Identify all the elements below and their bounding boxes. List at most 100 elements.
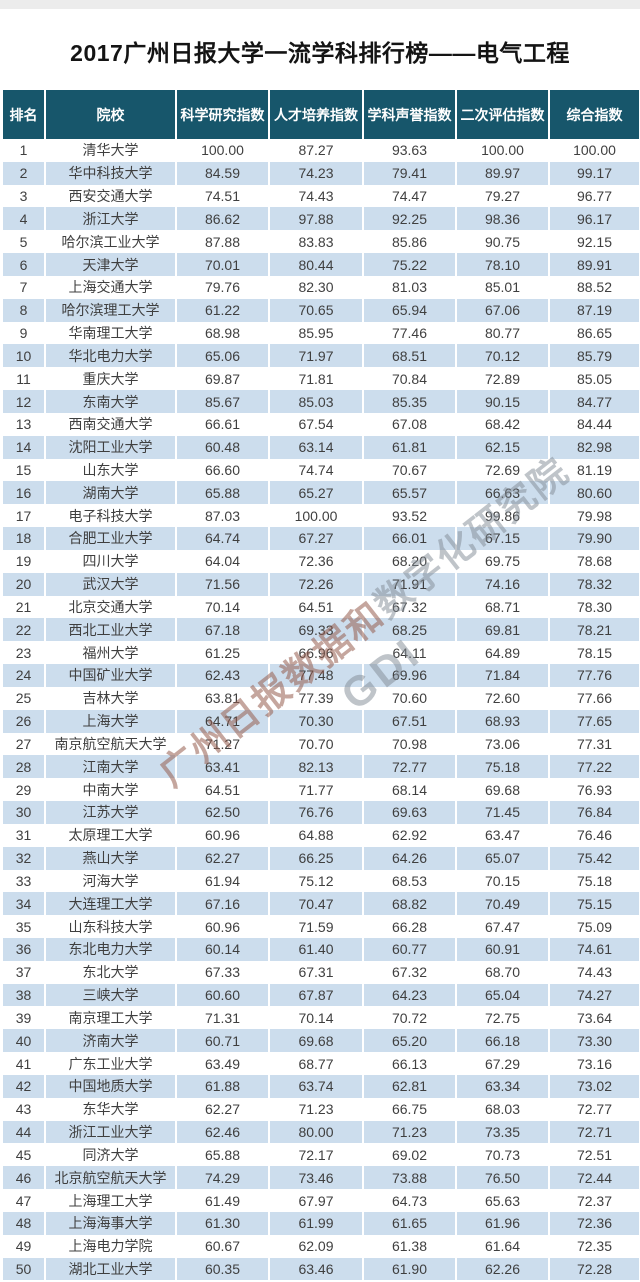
score-cell: 64.51 [177, 778, 268, 802]
score-cell: 63.47 [457, 823, 548, 847]
rank-cell: 43 [3, 1097, 44, 1121]
score-cell: 74.29 [177, 1166, 268, 1190]
rank-cell: 48 [3, 1211, 44, 1235]
table-row: 47 上海理工大学 61.49 67.97 64.73 65.63 72.37 [3, 1189, 639, 1212]
university-cell: 江南大学 [46, 755, 175, 779]
score-cell: 93.52 [364, 504, 455, 528]
score-cell: 61.88 [177, 1074, 268, 1098]
rank-cell: 45 [3, 1143, 44, 1167]
table-row: 46 北京航空航天大学 74.29 73.46 73.88 76.50 72.44 [3, 1166, 639, 1190]
score-cell: 85.67 [177, 390, 268, 413]
score-cell: 76.93 [550, 778, 639, 802]
score-cell: 66.61 [177, 412, 268, 436]
university-cell: 哈尔滨工业大学 [46, 230, 175, 254]
rank-cell: 24 [3, 664, 44, 687]
score-cell: 61.38 [364, 1234, 455, 1258]
rank-cell: 19 [3, 549, 44, 573]
table-body: 1 清华大学 100.00 87.27 93.63 100.00 100.00 2 华中科技大学… [3, 139, 639, 1281]
score-cell: 71.59 [270, 915, 362, 938]
score-cell: 77.66 [550, 686, 639, 710]
table-row: 36 东北电力大学 60.14 61.40 60.77 60.91 74.61 [3, 937, 639, 961]
rank-cell: 1 [3, 139, 44, 162]
university-cell: 浙江大学 [46, 207, 175, 231]
score-cell: 75.22 [364, 253, 455, 276]
score-cell: 63.49 [177, 1052, 268, 1075]
score-cell: 66.18 [457, 1029, 548, 1053]
rank-cell: 17 [3, 504, 44, 528]
score-cell: 69.96 [364, 664, 455, 687]
rank-cell: 18 [3, 527, 44, 550]
score-cell: 60.48 [177, 435, 268, 459]
rank-cell: 12 [3, 390, 44, 413]
score-cell: 63.41 [177, 755, 268, 779]
rank-cell: 22 [3, 618, 44, 642]
score-cell: 78.32 [550, 572, 639, 596]
university-cell: 东南大学 [46, 390, 175, 413]
table-row: 27 南京航空航天大学 71.27 70.70 70.98 73.06 77.31 [3, 732, 639, 756]
score-cell: 77.65 [550, 709, 639, 733]
table-row: 18 合肥工业大学 64.74 67.27 66.01 67.15 79.90 [3, 527, 639, 550]
score-cell: 68.82 [364, 892, 455, 916]
score-cell: 72.37 [550, 1189, 639, 1212]
score-cell: 74.74 [270, 458, 362, 482]
score-cell: 77.48 [270, 664, 362, 687]
score-cell: 61.64 [457, 1234, 548, 1258]
score-cell: 64.88 [270, 823, 362, 847]
score-cell: 71.23 [270, 1097, 362, 1121]
column-header: 学科声誉指数 [364, 90, 455, 139]
score-cell: 78.30 [550, 595, 639, 619]
university-cell: 西南交通大学 [46, 412, 175, 436]
score-cell: 71.31 [177, 1006, 268, 1030]
score-cell: 67.97 [270, 1189, 362, 1212]
score-cell: 70.65 [270, 298, 362, 322]
university-cell: 大连理工大学 [46, 892, 175, 916]
rank-cell: 16 [3, 481, 44, 505]
table-row: 3 西安交通大学 74.51 74.43 74.47 79.27 96.77 [3, 184, 639, 208]
score-cell: 75.12 [270, 869, 362, 893]
score-cell: 67.32 [364, 960, 455, 984]
score-cell: 78.15 [550, 641, 639, 665]
university-cell: 三峡大学 [46, 983, 175, 1007]
university-cell: 天津大学 [46, 253, 175, 276]
score-cell: 89.97 [457, 161, 548, 185]
score-cell: 65.57 [364, 481, 455, 505]
score-cell: 70.60 [364, 686, 455, 710]
score-cell: 85.01 [457, 275, 548, 299]
score-cell: 76.46 [550, 823, 639, 847]
score-cell: 67.87 [270, 983, 362, 1007]
university-cell: 中国矿业大学 [46, 664, 175, 687]
university-cell: 华中科技大学 [46, 161, 175, 185]
score-cell: 92.15 [550, 230, 639, 254]
score-cell: 63.34 [457, 1074, 548, 1098]
table-row: 9 华南理工大学 68.98 85.95 77.46 80.77 86.65 [3, 321, 639, 345]
table-row: 37 东北大学 67.33 67.31 67.32 68.70 74.43 [3, 960, 639, 984]
score-cell: 67.32 [364, 595, 455, 619]
score-cell: 100.00 [457, 139, 548, 162]
score-cell: 71.23 [364, 1120, 455, 1144]
score-cell: 60.71 [177, 1029, 268, 1053]
university-cell: 电子科技大学 [46, 504, 175, 528]
university-cell: 华北电力大学 [46, 344, 175, 368]
score-cell: 72.51 [550, 1143, 639, 1167]
score-cell: 64.11 [364, 641, 455, 665]
score-cell: 97.88 [270, 207, 362, 231]
score-cell: 71.91 [364, 572, 455, 596]
score-cell: 60.35 [177, 1257, 268, 1281]
rank-cell: 39 [3, 1006, 44, 1030]
score-cell: 70.70 [270, 732, 362, 756]
rank-cell: 2 [3, 161, 44, 185]
score-cell: 60.60 [177, 983, 268, 1007]
rank-cell: 37 [3, 960, 44, 984]
table-row: 22 西北工业大学 67.18 69.33 68.25 69.81 78.21 [3, 618, 639, 642]
score-cell: 65.63 [457, 1189, 548, 1212]
rank-cell: 25 [3, 686, 44, 710]
score-cell: 61.22 [177, 298, 268, 322]
score-cell: 75.42 [550, 846, 639, 870]
score-cell: 85.05 [550, 367, 639, 391]
university-cell: 南京航空航天大学 [46, 732, 175, 756]
table-row: 2 华中科技大学 84.59 74.23 79.41 89.97 99.17 [3, 161, 639, 185]
score-cell: 64.89 [457, 641, 548, 665]
score-cell: 82.98 [550, 435, 639, 459]
score-cell: 68.14 [364, 778, 455, 802]
score-cell: 85.35 [364, 390, 455, 413]
